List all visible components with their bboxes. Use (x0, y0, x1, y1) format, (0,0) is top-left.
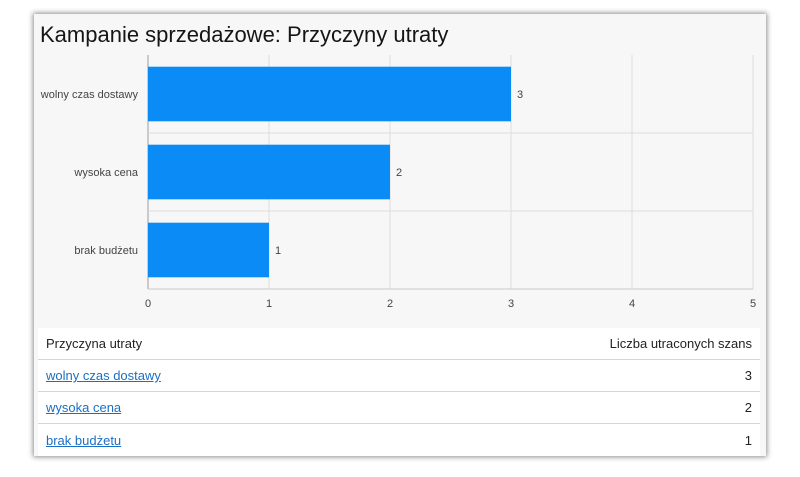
category-label: brak budżetu (74, 245, 138, 257)
x-tick-label: 4 (629, 298, 635, 310)
table-row: wolny czas dostawy 3 (38, 360, 760, 392)
reason-link[interactable]: wysoka cena (46, 400, 122, 415)
x-tick-label: 0 (145, 298, 151, 310)
category-label: wysoka cena (73, 167, 138, 179)
reason-link[interactable]: brak budżetu (46, 432, 122, 448)
count-cell: 3 (744, 368, 752, 383)
loss-reasons-table: Przyczyna utraty Liczba utraconych szans… (38, 328, 760, 456)
column-header-count: Liczba utraconych szans (609, 336, 752, 351)
x-tick-label: 3 (508, 298, 514, 310)
table-header-row: Przyczyna utraty Liczba utraconych szans (38, 328, 760, 360)
value-label: 1 (275, 245, 281, 257)
count-cell: 2 (744, 400, 752, 415)
loss-reasons-widget: Kampanie sprzedażowe: Przyczyny utraty 0… (34, 14, 766, 456)
bar-chart: 0 1 2 3 4 5 wolny czas dostawy 3 wysoka cena 2 bra… (40, 55, 756, 310)
count-cell: 1 (744, 432, 752, 448)
x-tick-label: 5 (750, 298, 756, 310)
table-row: wysoka cena 2 (38, 392, 760, 424)
column-header-reason: Przyczyna utraty (46, 336, 143, 351)
bar[interactable] (148, 144, 390, 200)
x-tick-label: 2 (387, 298, 393, 310)
category-label: wolny czas dostawy (40, 89, 139, 101)
bar[interactable] (148, 222, 269, 278)
widget-title: Kampanie sprzedażowe: Przyczyny utraty (40, 22, 449, 47)
bar[interactable] (148, 66, 511, 122)
table-row: brak budżetu 1 (38, 424, 760, 456)
x-tick-label: 1 (266, 298, 272, 310)
value-label: 3 (517, 89, 523, 101)
reason-link[interactable]: wolny czas dostawy (46, 368, 161, 383)
value-label: 2 (396, 167, 402, 179)
